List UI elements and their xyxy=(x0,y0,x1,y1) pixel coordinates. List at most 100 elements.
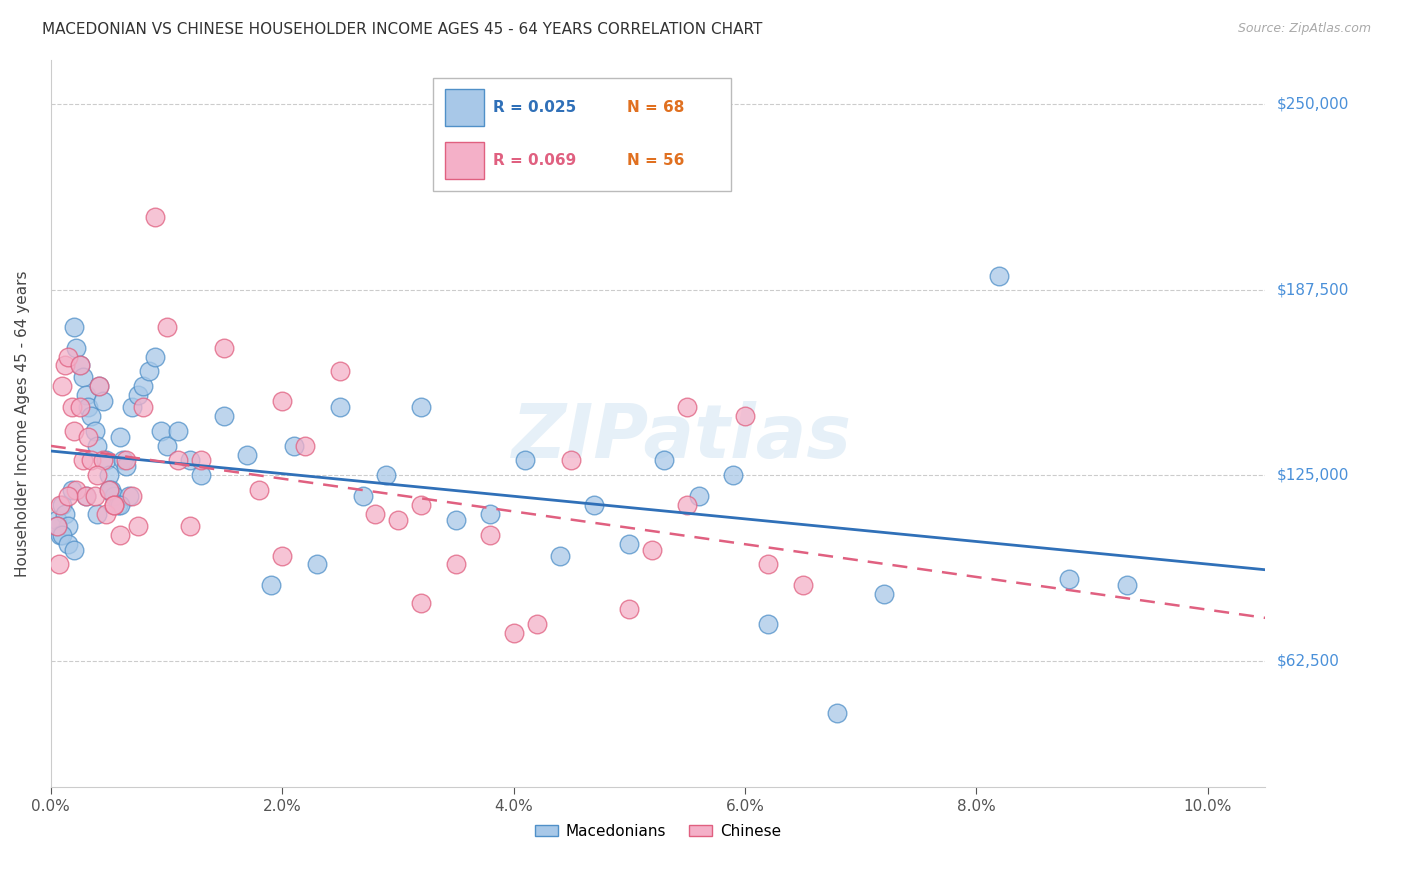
Point xyxy=(409,596,432,610)
Point xyxy=(89,379,111,393)
Text: $125,000: $125,000 xyxy=(1277,467,1348,483)
Point xyxy=(72,453,94,467)
Point xyxy=(548,549,571,563)
Point xyxy=(652,453,675,467)
Point xyxy=(1057,572,1080,586)
Point xyxy=(86,439,108,453)
Point xyxy=(65,483,87,498)
Point xyxy=(76,430,98,444)
Point xyxy=(214,409,236,423)
Point xyxy=(617,602,640,616)
Point xyxy=(329,400,352,414)
Point xyxy=(676,400,699,414)
Point xyxy=(96,507,118,521)
Point xyxy=(479,507,502,521)
Point xyxy=(118,489,141,503)
Point xyxy=(48,558,70,572)
Point xyxy=(560,453,582,467)
Point xyxy=(827,706,849,720)
Legend: Macedonians, Chinese: Macedonians, Chinese xyxy=(529,818,787,845)
Text: MACEDONIAN VS CHINESE HOUSEHOLDER INCOME AGES 45 - 64 YEARS CORRELATION CHART: MACEDONIAN VS CHINESE HOUSEHOLDER INCOME… xyxy=(42,22,762,37)
Point xyxy=(63,424,86,438)
Point xyxy=(688,489,710,503)
Point xyxy=(103,489,125,503)
Text: ZIPatlas: ZIPatlas xyxy=(512,401,852,475)
Point xyxy=(100,483,122,498)
Point xyxy=(1115,578,1137,592)
Point xyxy=(409,400,432,414)
Point xyxy=(75,489,97,503)
Point xyxy=(97,468,120,483)
Point xyxy=(409,498,432,512)
Point xyxy=(364,507,387,521)
Text: Source: ZipAtlas.com: Source: ZipAtlas.com xyxy=(1237,22,1371,36)
Point xyxy=(792,578,814,592)
Point xyxy=(110,430,132,444)
Point xyxy=(65,341,87,355)
Point xyxy=(96,453,118,467)
Point xyxy=(80,409,103,423)
Point xyxy=(444,558,467,572)
Point xyxy=(63,542,86,557)
Point xyxy=(167,453,190,467)
Point xyxy=(91,453,114,467)
Point xyxy=(60,483,83,498)
Point xyxy=(723,468,745,483)
Point xyxy=(53,359,76,373)
Point xyxy=(56,518,79,533)
Point xyxy=(167,424,190,438)
Point xyxy=(49,498,72,512)
Point xyxy=(179,518,201,533)
Point xyxy=(45,518,67,533)
Text: $187,500: $187,500 xyxy=(1277,282,1348,297)
Point xyxy=(149,424,172,438)
Point xyxy=(617,536,640,550)
Point xyxy=(190,453,212,467)
Point xyxy=(111,453,134,467)
Point xyxy=(83,489,105,503)
Point xyxy=(247,483,270,498)
Point xyxy=(75,388,97,402)
Point xyxy=(121,400,143,414)
Point xyxy=(271,394,294,409)
Point xyxy=(734,409,756,423)
Point xyxy=(179,453,201,467)
Point xyxy=(115,453,138,467)
Point xyxy=(756,616,779,631)
Point xyxy=(103,498,125,512)
Point xyxy=(63,319,86,334)
Point xyxy=(51,379,73,393)
Point xyxy=(641,542,664,557)
Point xyxy=(60,400,83,414)
Point xyxy=(86,468,108,483)
Text: $62,500: $62,500 xyxy=(1277,654,1340,668)
Point xyxy=(190,468,212,483)
Point xyxy=(72,370,94,384)
Point xyxy=(143,350,166,364)
Point xyxy=(76,400,98,414)
Point xyxy=(97,483,120,498)
Point xyxy=(513,453,536,467)
Point xyxy=(69,359,91,373)
Point xyxy=(45,513,67,527)
Point xyxy=(75,489,97,503)
Point xyxy=(271,549,294,563)
Point xyxy=(115,459,138,474)
Point xyxy=(155,319,177,334)
Point xyxy=(97,483,120,498)
Point xyxy=(444,513,467,527)
Point xyxy=(583,498,606,512)
Point xyxy=(375,468,398,483)
Point xyxy=(110,527,132,541)
Point xyxy=(89,379,111,393)
Point xyxy=(502,625,524,640)
Point xyxy=(56,350,79,364)
Point xyxy=(259,578,281,592)
Point xyxy=(45,518,67,533)
Point xyxy=(132,400,155,414)
Point xyxy=(143,210,166,224)
Point xyxy=(676,498,699,512)
Point xyxy=(294,439,316,453)
Point xyxy=(305,558,328,572)
Point xyxy=(49,527,72,541)
